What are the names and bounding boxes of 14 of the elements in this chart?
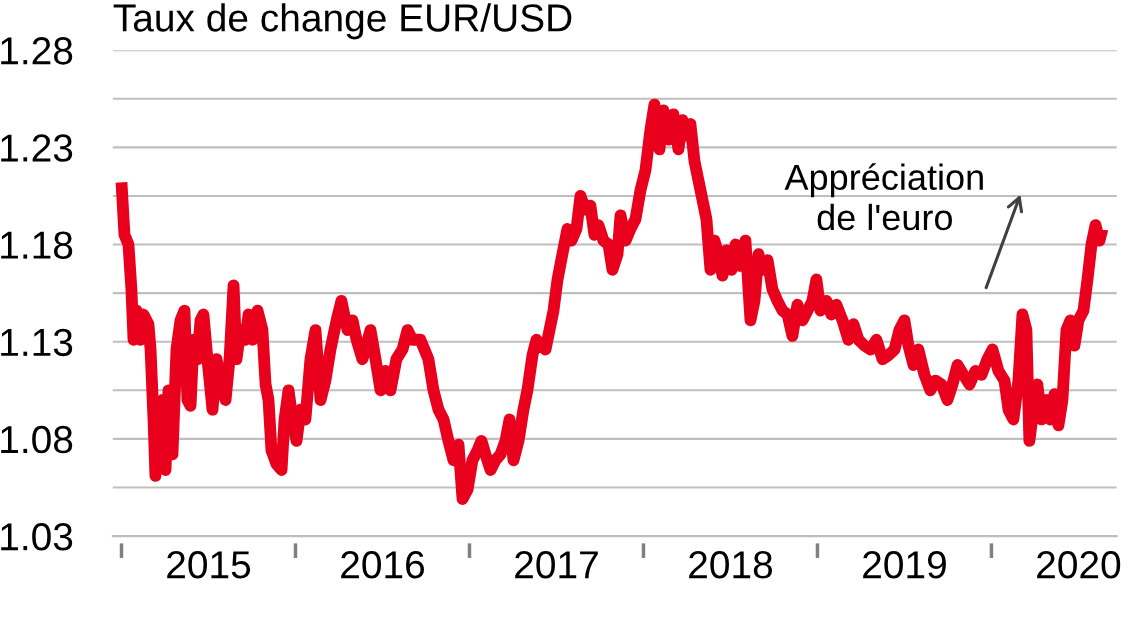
x-tick-label: 2018 — [689, 551, 773, 579]
y-tick-label: 1.13 — [1, 328, 73, 357]
x-tick-label: 2016 — [341, 551, 425, 579]
y-tick-label: 1.03 — [1, 523, 73, 551]
y-tick-label: 1.08 — [1, 425, 73, 454]
y-tick-label: 1.18 — [1, 231, 73, 259]
y-tick-label: 1.23 — [1, 134, 73, 162]
x-tick-label: 2019 — [863, 551, 946, 579]
x-tick-label: 2020 — [1037, 551, 1121, 579]
x-tick-label: 2015 — [167, 551, 251, 579]
y-tick-label: 1.28 — [1, 37, 73, 65]
x-tick-label: 2017 — [515, 551, 598, 579]
annotation: Appréciation de l'euro — [784, 163, 983, 231]
chart-title: Taux de change EUR/USD — [113, 3, 572, 40]
